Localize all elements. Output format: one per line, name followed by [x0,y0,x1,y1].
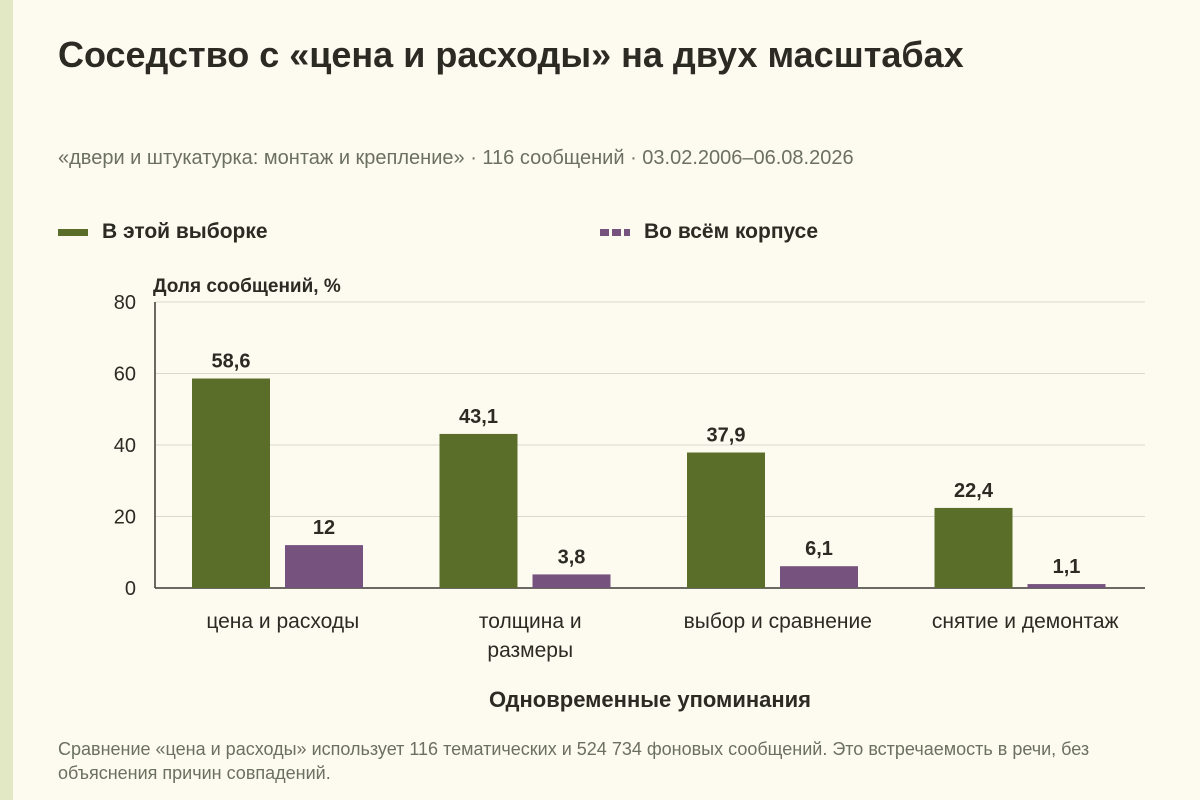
y-tick-label: 60 [114,364,136,386]
legend-swatch-series2 [600,228,630,236]
x-tick-label: снятие и демонтаж [932,610,1119,633]
legend-item-series1: В этой выборке [58,220,268,244]
data-label: 1,1 [1053,556,1081,578]
data-label: 6,1 [805,538,833,560]
bar-corpus [532,574,611,588]
y-tick-label: 0 [125,578,136,600]
bar-sample [192,378,270,588]
data-label: 12 [313,517,335,539]
x-tick-label: толщина и размеры [479,610,582,662]
data-label: 43,1 [459,406,498,428]
legend-label-series2: Во всём корпусе [644,220,819,243]
page-title: Соседство с «цена и расходы» на двух мас… [58,34,964,75]
bar-corpus [1027,584,1106,588]
bar-sample [934,507,1013,588]
legend-label-series1: В этой выборке [102,220,268,243]
y-axis-label: Доля сообщений, % [153,276,341,297]
left-accent-stripe [0,0,13,800]
data-label: 37,9 [707,425,746,447]
data-label: 58,6 [212,351,251,373]
legend-swatch-series1 [58,228,88,236]
x-axis-label: Одновременные упоминания [489,687,811,712]
x-tick-label: цена и расходы [206,610,359,633]
bar-corpus [780,566,858,588]
data-label: 22,4 [954,480,994,502]
bar-sample [439,433,518,588]
chart-subtitle: «двери и штукатурка: монтаж и крепление»… [58,147,854,169]
y-tick-label: 40 [114,435,136,457]
data-label: 3,8 [558,546,586,568]
bar-sample [687,452,765,588]
x-tick-label: выбор и сравнение [684,610,872,633]
bar-corpus [285,545,363,588]
y-tick-label: 80 [114,292,136,314]
legend-item-series2: Во всём корпусе [600,220,818,244]
y-tick-label: 20 [114,507,136,529]
footnote: Сравнение «цена и расходы» использует 11… [58,739,1090,783]
